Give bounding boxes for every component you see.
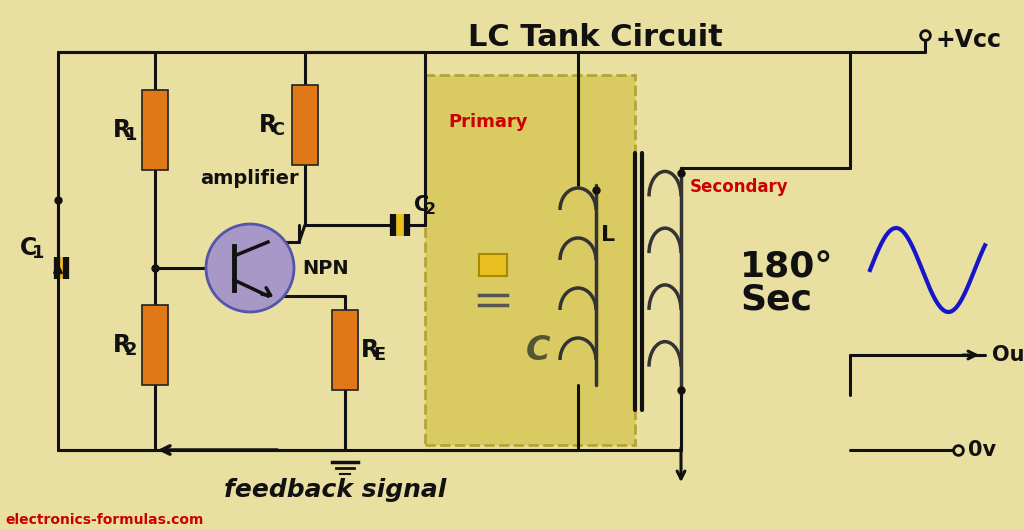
Text: R: R — [113, 333, 131, 357]
Text: 2: 2 — [425, 203, 435, 217]
Text: C: C — [271, 121, 284, 139]
Bar — [142, 90, 168, 170]
Bar — [58, 257, 65, 279]
Text: 1: 1 — [125, 126, 137, 144]
Text: Secondary: Secondary — [690, 178, 788, 196]
Text: Sec: Sec — [740, 283, 812, 317]
Text: amplifier: amplifier — [200, 169, 299, 187]
Text: NPN: NPN — [302, 259, 348, 278]
Text: C: C — [414, 195, 429, 215]
Bar — [292, 85, 318, 165]
Text: Output: Output — [992, 345, 1024, 365]
Text: 180°: 180° — [740, 251, 834, 285]
Bar — [478, 254, 507, 276]
Bar — [332, 310, 358, 390]
Text: 2: 2 — [125, 341, 137, 359]
Text: C: C — [525, 333, 550, 367]
Circle shape — [206, 224, 294, 312]
Text: L: L — [601, 225, 615, 245]
Text: +Vcc: +Vcc — [935, 28, 1001, 52]
Text: 1: 1 — [32, 244, 44, 262]
Text: LC Tank Circuit: LC Tank Circuit — [468, 23, 723, 52]
Text: 0v: 0v — [968, 440, 996, 460]
Text: electronics-formulas.com: electronics-formulas.com — [5, 513, 204, 527]
Text: C: C — [20, 236, 37, 260]
Text: R: R — [361, 338, 379, 362]
Text: E: E — [373, 346, 385, 364]
Bar — [393, 214, 407, 236]
Text: R: R — [113, 118, 131, 142]
Text: Primary: Primary — [449, 113, 527, 131]
Bar — [142, 305, 168, 385]
Bar — [425, 75, 635, 445]
Text: R: R — [259, 113, 278, 137]
Text: feedback signal: feedback signal — [224, 478, 446, 502]
